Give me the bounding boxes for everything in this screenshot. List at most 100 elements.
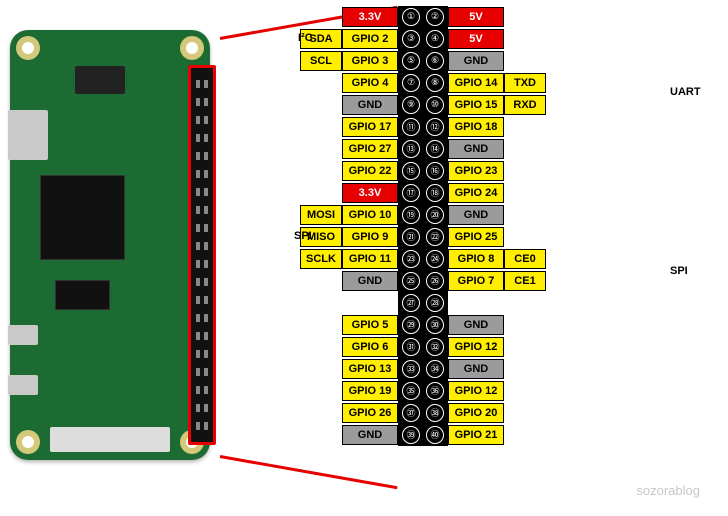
pin-function-right: GPIO 18 — [448, 117, 504, 137]
pin-function-left: GPIO 17 — [342, 117, 398, 137]
pin-number: ㉗ — [402, 294, 420, 312]
pin-alt-right — [504, 359, 546, 379]
pin-number-strip: ⑦⑧ — [398, 72, 448, 94]
pin-function-left: GPIO 22 — [342, 161, 398, 181]
hdmi-port-icon — [8, 110, 48, 160]
pin-number-strip: ⑮⑯ — [398, 160, 448, 182]
pin-function-left: GPIO 27 — [342, 139, 398, 159]
pin-function-right: GND — [448, 139, 504, 159]
pin-function-right: GPIO 15 — [448, 95, 504, 115]
pin-number: ㉖ — [426, 272, 444, 290]
pin-function-right: GPIO 24 — [448, 183, 504, 203]
pin-number: ㉞ — [426, 360, 444, 378]
pin-function-right: GPIO 25 — [448, 227, 504, 247]
usb-port-icon — [8, 325, 38, 345]
pin-alt-right — [504, 139, 546, 159]
pin-number: ⑫ — [426, 118, 444, 136]
pin-number-strip: ⑨⑩ — [398, 94, 448, 116]
pin-number-strip: ㉑㉒ — [398, 226, 448, 248]
pin-alt-left — [300, 293, 342, 313]
pin-number: ㉙ — [402, 316, 420, 334]
pin-row: SDAGPIO 2③④5V — [300, 28, 728, 49]
wifi-chip-icon — [55, 280, 110, 310]
pin-number: ⑤ — [402, 52, 420, 70]
pin-function-left: GND — [342, 425, 398, 445]
pin-number-strip: ㉛㉜ — [398, 336, 448, 358]
raspberry-pi-board — [10, 30, 210, 460]
pin-alt-right — [504, 315, 546, 335]
pin-function-left: GPIO 13 — [342, 359, 398, 379]
mounting-hole-icon — [16, 36, 40, 60]
pin-row: GPIO 13㉝㉞GND — [300, 358, 728, 379]
pin-alt-right — [504, 51, 546, 71]
pin-alt-right — [504, 7, 546, 27]
pin-row: GPIO 6㉛㉜GPIO 12 — [300, 336, 728, 357]
pin-alt-right — [504, 381, 546, 401]
pin-alt-left — [300, 73, 342, 93]
pin-function-left: 3.3V — [342, 7, 398, 27]
pin-number-strip: ㉗㉘ — [398, 292, 448, 314]
pin-row: GND㉕㉖GPIO 7CE1 — [300, 270, 728, 291]
pin-row: MOSIGPIO 10⑲⑳GND — [300, 204, 728, 225]
pin-alt-left — [300, 425, 342, 445]
pin-alt-left: SCLK — [300, 249, 342, 269]
pin-number: ㊵ — [426, 426, 444, 444]
pin-number: ② — [426, 8, 444, 26]
pin-number-strip: ㊴㊵ — [398, 424, 448, 446]
pin-number: ⑦ — [402, 74, 420, 92]
pin-alt-right: RXD — [504, 95, 546, 115]
bus-label-spi-left: SPI — [294, 230, 312, 242]
pin-number: ㉚ — [426, 316, 444, 334]
pin-number: ④ — [426, 30, 444, 48]
pin-number: ㉕ — [402, 272, 420, 290]
pin-alt-right — [504, 183, 546, 203]
pin-alt-left: MOSI — [300, 205, 342, 225]
pin-number-strip: ⑤⑥ — [398, 50, 448, 72]
pin-function-left: GPIO 6 — [342, 337, 398, 357]
pin-function-right: GND — [448, 315, 504, 335]
pin-number-strip: ㉟㊱ — [398, 380, 448, 402]
pin-alt-left — [300, 139, 342, 159]
pin-function-right: 5V — [448, 7, 504, 27]
pin-number: ⑥ — [426, 52, 444, 70]
pin-number: ㉟ — [402, 382, 420, 400]
pin-function-left: GPIO 11 — [342, 249, 398, 269]
pin-number: ⑲ — [402, 206, 420, 224]
pin-number-strip: ㊲㊳ — [398, 402, 448, 424]
pin-function-left: GPIO 5 — [342, 315, 398, 335]
pin-function-right: GPIO 12 — [448, 381, 504, 401]
camera-connector-icon — [50, 427, 170, 452]
pin-function-right: GND — [448, 205, 504, 225]
pin-number: ㉛ — [402, 338, 420, 356]
pin-row: GPIO 17⑪⑫GPIO 18 — [300, 116, 728, 137]
pinout-area: 3.3V①②5VSDAGPIO 2③④5VSCLGPIO 3⑤⑥GNDGPIO … — [300, 0, 728, 516]
pin-function-left: GPIO 26 — [342, 403, 398, 423]
pin-number: ⑱ — [426, 184, 444, 202]
pin-number: ③ — [402, 30, 420, 48]
pin-alt-left — [300, 337, 342, 357]
pin-number-strip: ⑪⑫ — [398, 116, 448, 138]
pin-number: ㊱ — [426, 382, 444, 400]
pin-function-right: GPIO 20 — [448, 403, 504, 423]
pin-number: ㉜ — [426, 338, 444, 356]
pin-row: GPIO 5㉙㉚GND — [300, 314, 728, 335]
soc-chip-icon — [40, 175, 125, 260]
pin-function-right: GND — [448, 51, 504, 71]
pin-function-right: 5V — [448, 29, 504, 49]
pin-number: ⑮ — [402, 162, 420, 180]
pin-alt-right — [504, 425, 546, 445]
pin-number: ⑭ — [426, 140, 444, 158]
pin-function-left: GND — [342, 271, 398, 291]
bus-label-uart: UART — [670, 86, 701, 98]
pin-function-right: GPIO 8 — [448, 249, 504, 269]
pin-alt-right — [504, 227, 546, 247]
pin-row: GPIO 26㊲㊳GPIO 20 — [300, 402, 728, 423]
pin-alt-right — [504, 161, 546, 181]
pin-function-left: GPIO 3 — [342, 51, 398, 71]
pin-alt-right — [504, 205, 546, 225]
pin-alt-right: CE0 — [504, 249, 546, 269]
pin-function-left: GPIO 10 — [342, 205, 398, 225]
pin-number: ⑧ — [426, 74, 444, 92]
pin-number: ① — [402, 8, 420, 26]
bus-label-i2c: I²C — [298, 32, 313, 44]
